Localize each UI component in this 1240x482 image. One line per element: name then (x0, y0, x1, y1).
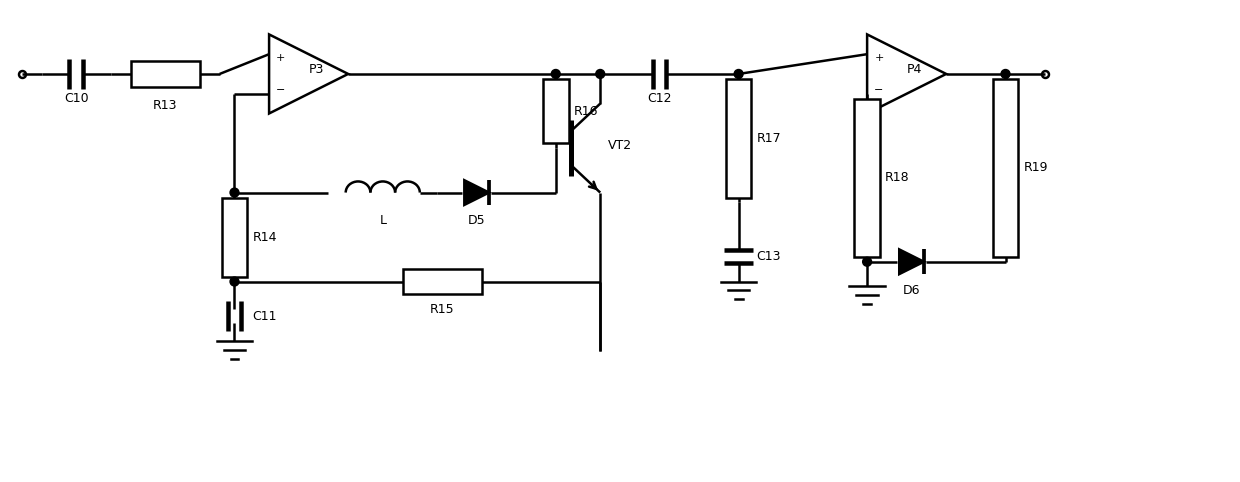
Text: +: + (277, 53, 285, 63)
Text: R18: R18 (885, 171, 909, 184)
Text: D6: D6 (903, 283, 920, 296)
Circle shape (552, 69, 560, 79)
Circle shape (595, 69, 605, 79)
Polygon shape (899, 249, 924, 274)
Bar (403, 268, 481, 295)
Text: R16: R16 (574, 105, 598, 118)
Text: C11: C11 (252, 309, 277, 322)
Text: R17: R17 (756, 132, 781, 145)
Circle shape (231, 277, 239, 286)
Circle shape (231, 188, 239, 197)
Text: +: + (874, 53, 884, 63)
Text: R15: R15 (430, 303, 454, 316)
Bar (543, 79, 569, 143)
Text: P4: P4 (906, 63, 923, 76)
Bar (130, 61, 200, 87)
Text: C13: C13 (756, 250, 781, 263)
Text: L: L (379, 214, 387, 228)
Text: R14: R14 (252, 230, 277, 243)
Text: R19: R19 (1023, 161, 1048, 174)
Text: R13: R13 (153, 99, 177, 112)
Bar (854, 99, 880, 257)
Bar (993, 79, 1018, 257)
Text: −: − (874, 85, 884, 95)
Circle shape (1001, 69, 1009, 79)
Text: C12: C12 (647, 92, 672, 105)
Circle shape (863, 257, 872, 266)
Bar (725, 79, 751, 198)
Text: D5: D5 (467, 214, 486, 228)
Text: −: − (277, 85, 285, 95)
Text: P3: P3 (309, 63, 324, 76)
Bar (222, 198, 247, 277)
Polygon shape (464, 180, 489, 205)
Text: VT2: VT2 (608, 139, 632, 152)
Circle shape (734, 69, 743, 79)
Text: C10: C10 (64, 92, 88, 105)
